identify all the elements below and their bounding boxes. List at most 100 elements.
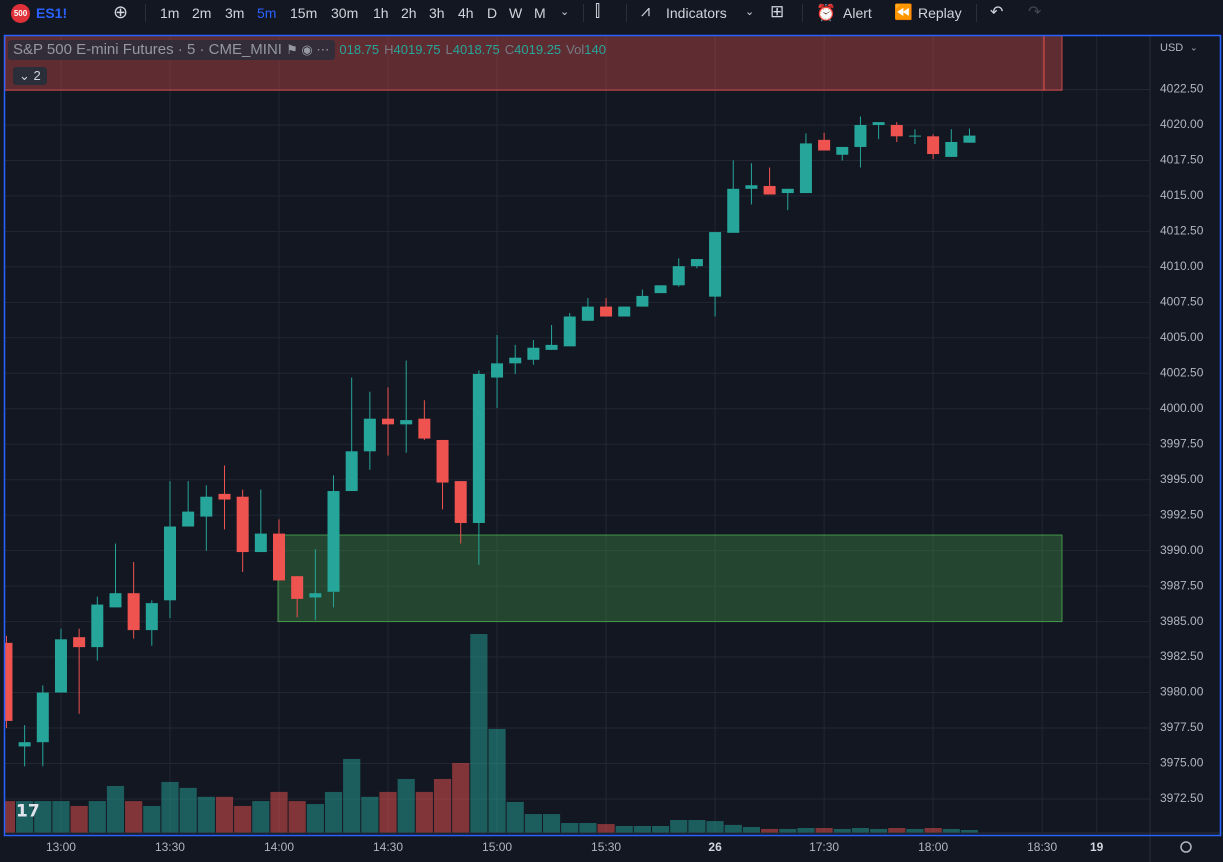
legend-key: C <box>504 42 515 57</box>
pane-selection-border <box>3 34 1222 837</box>
candle-body <box>600 306 613 317</box>
interval-button[interactable]: M <box>534 5 546 21</box>
alert-button[interactable]: Alert <box>843 5 872 21</box>
price-tick-label: 3975.00 <box>1160 756 1204 770</box>
price-tick-label: 4017.50 <box>1160 153 1204 167</box>
candle-body <box>581 306 594 321</box>
candle-body <box>91 604 104 648</box>
layout-icon[interactable]: ⊞ <box>770 2 785 21</box>
interval-button[interactable]: 2m <box>192 5 212 21</box>
redo-button[interactable]: ↷ <box>1028 4 1042 21</box>
price-tick-label: 3992.50 <box>1160 507 1204 521</box>
interval-button[interactable]: W <box>509 5 523 21</box>
interval-button[interactable]: 30m <box>331 5 359 21</box>
candle-body <box>291 576 304 599</box>
candle-body <box>36 692 49 743</box>
candle-body <box>236 496 249 553</box>
volume-bar <box>288 801 306 833</box>
volume-bar <box>651 825 670 833</box>
time-tick-label: 13:30 <box>155 840 185 854</box>
legend-values: 018.75 H4019.75 L4018.75 C4019.25 Vol140 <box>339 42 606 57</box>
interval-button[interactable]: 1m <box>160 5 180 21</box>
volume-bar <box>797 827 815 833</box>
chart-type-icon[interactable]: ⫿ <box>595 3 601 20</box>
interval-button[interactable]: 3h <box>429 5 445 21</box>
volume-bar <box>761 828 779 833</box>
volume-bar <box>234 805 252 833</box>
legend-icons[interactable]: ⚑ ◉ ⋯ <box>286 42 330 57</box>
legend-title[interactable]: S&P 500 E-mini Futures · 5 · CME_MINI ⚑ … <box>8 40 336 60</box>
legend-value: 4019.75 <box>393 42 441 57</box>
interval-menu[interactable]: ⌄ <box>560 6 570 18</box>
legend-value: 018.75 <box>339 42 380 57</box>
price-tick-label: 3977.50 <box>1160 720 1204 734</box>
candle-body <box>763 185 776 195</box>
volume-bar <box>670 820 688 833</box>
indicators-button[interactable]: Indicators <box>666 5 727 21</box>
candle-body <box>963 135 976 143</box>
legend-key: L <box>445 42 453 57</box>
candle-body <box>672 266 685 286</box>
interval-button[interactable]: 2h <box>401 5 417 21</box>
time-tick-label: 13:00 <box>46 840 76 854</box>
volume-bar <box>270 791 288 833</box>
candle-body <box>309 593 322 598</box>
candle-body <box>618 306 631 317</box>
candle-body <box>745 185 758 189</box>
time-tick-label: 17:30 <box>809 840 839 854</box>
volume-bar <box>106 785 125 833</box>
candle-body <box>818 139 831 151</box>
volume-bar <box>143 805 161 833</box>
interval-button[interactable]: D <box>487 5 498 21</box>
volume-bar <box>942 828 960 833</box>
currency-menu[interactable]: ⌄ <box>1190 42 1198 52</box>
logo[interactable]: 𝟭𝟳 <box>16 801 40 820</box>
indicators-icon[interactable]: ⩘ <box>641 3 651 20</box>
replay-icon[interactable]: ⏪ <box>894 4 913 21</box>
interval-button[interactable]: 3m <box>225 5 245 21</box>
volume-bar <box>851 827 870 833</box>
volume-bar <box>597 824 615 833</box>
symbol[interactable]: ES1! <box>36 5 68 21</box>
time-tick-label: 26 <box>708 840 722 854</box>
zone <box>277 534 1063 623</box>
indicators-menu[interactable]: ⌄ <box>745 6 755 18</box>
candle-body <box>254 533 267 553</box>
alert-icon[interactable]: ⏰ <box>816 5 836 22</box>
legend-value: 140 <box>584 42 606 57</box>
time-tick-label: 18:00 <box>918 840 948 854</box>
price-tick-label: 3997.50 <box>1160 436 1204 450</box>
volume-bar <box>397 778 415 833</box>
candle-body <box>54 639 67 693</box>
settings-icon[interactable] <box>1180 841 1192 853</box>
volume-bar <box>306 804 324 833</box>
price-tick-label: 4010.00 <box>1160 259 1204 273</box>
symbol-badge[interactable]: 500 <box>11 4 30 23</box>
candle-body <box>400 420 413 425</box>
candle-body <box>382 418 395 425</box>
interval-button[interactable]: 5m <box>257 5 277 21</box>
volume-bar <box>215 796 234 833</box>
interval-button[interactable]: 4h <box>458 5 474 21</box>
candle-body <box>436 439 449 483</box>
legend-collapse[interactable]: ⌄ 2 <box>13 67 47 85</box>
candle-body <box>127 593 140 631</box>
candle-body <box>454 481 467 523</box>
candle-body <box>872 122 885 125</box>
price-tick-label: 4002.50 <box>1160 365 1204 379</box>
volume-bar <box>34 801 52 833</box>
interval-button[interactable]: 15m <box>290 5 318 21</box>
currency-label[interactable]: USD <box>1160 42 1183 54</box>
candle-body <box>163 526 176 601</box>
add-symbol-icon[interactable]: ⊕ <box>113 2 129 22</box>
undo-button[interactable]: ↶ <box>990 4 1004 21</box>
interval-button[interactable]: 1h <box>373 5 389 21</box>
volume-bar <box>161 781 179 833</box>
candle-body <box>218 493 231 500</box>
replay-button[interactable]: Replay <box>918 5 962 21</box>
volume-bar <box>52 801 70 833</box>
volume-bar <box>361 796 379 833</box>
volume-bar <box>579 822 597 833</box>
price-tick-label: 3987.50 <box>1160 578 1204 592</box>
